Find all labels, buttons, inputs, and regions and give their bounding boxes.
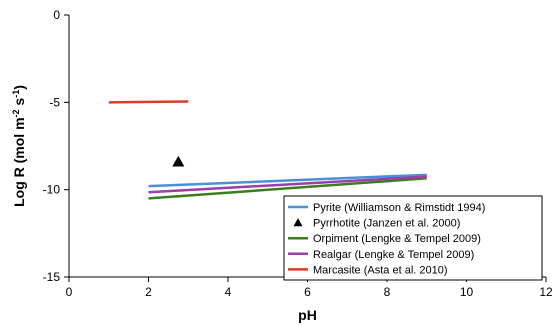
y-axis-label-sup2: -1	[11, 90, 21, 98]
series-2-line	[148, 177, 427, 200]
y-tick-label: -15	[43, 270, 61, 284]
legend-label: Realgar (Lengke & Tempel 2009)	[313, 249, 474, 261]
x-axis-label: pH	[298, 307, 317, 323]
x-tick-label: 6	[304, 285, 311, 299]
legend-label: Pyrite (Williamson & Rimstidt 1994)	[313, 202, 485, 214]
x-tick-label: 8	[384, 285, 391, 299]
y-axis-label-end: )	[11, 85, 27, 90]
legend: Pyrite (Williamson & Rimstidt 1994) Pyrrh…	[283, 195, 543, 281]
y-axis-label-main: Log R (mol m	[11, 117, 27, 206]
legend-swatch-marker	[293, 218, 303, 227]
x-tick-label: 4	[225, 285, 232, 299]
y-tick-label: -5	[49, 95, 60, 109]
tick-labels: 0 -5 -10 -15 0 2 4 6 8 10 12	[43, 8, 553, 299]
legend-label: Pyrrhotite (Janzen et al. 2000)	[313, 218, 460, 230]
series-0-line	[148, 173, 427, 188]
y-axis-label-sup1: -2	[11, 109, 21, 117]
x-tick-label: 12	[539, 285, 553, 299]
series-4-line	[108, 100, 189, 104]
y-axis-label: Log R (mol m-2 s-1)	[11, 85, 27, 207]
y-tick-label: 0	[53, 8, 60, 22]
series	[108, 100, 427, 200]
x-tick-label: 10	[460, 285, 474, 299]
x-tick-label: 2	[145, 285, 152, 299]
series-3-line	[148, 175, 427, 194]
legend-label: Orpiment (Lengke & Tempel 2009)	[313, 233, 481, 245]
series-1-marker	[172, 155, 185, 167]
legend-box	[283, 195, 543, 281]
x-tick-label: 0	[66, 285, 73, 299]
legend-label: Marcasite (Asta et al. 2010)	[313, 264, 448, 276]
y-tick-label: -10	[43, 183, 61, 197]
y-axis-label-mid: s	[11, 98, 27, 110]
